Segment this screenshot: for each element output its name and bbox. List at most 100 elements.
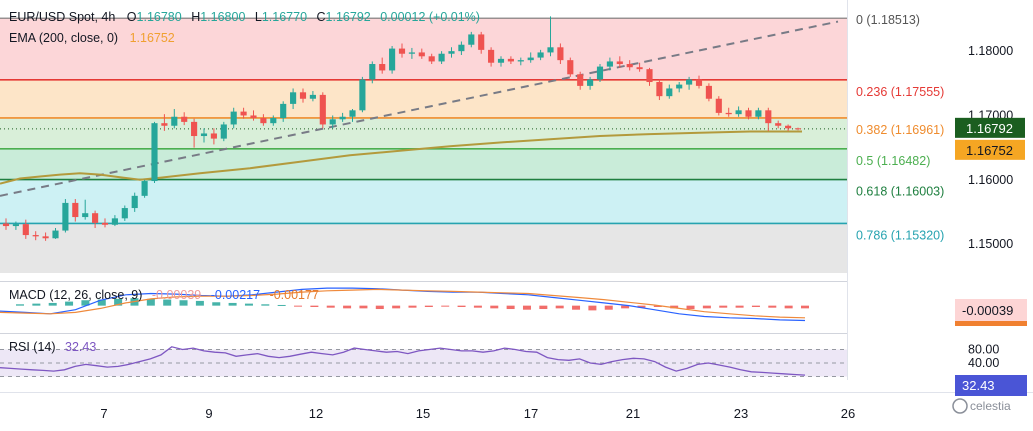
candle [339,112,346,122]
candle-body [676,84,683,89]
macd-badge-bar [955,321,1027,326]
macd-badge-bg [955,299,1027,321]
trendline[interactable] [0,20,839,197]
candle [220,121,227,142]
macd-histogram-bar [572,305,581,310]
candle [765,107,772,131]
candle [517,57,524,66]
candle [349,109,356,122]
candle [527,52,534,63]
candle [587,76,594,90]
candle-body [309,94,316,99]
time-tick-label: 7 [100,406,107,421]
candle [329,115,336,129]
rsi-badge: 32.43 [955,375,1027,396]
candle [101,218,109,228]
macd-histogram-bar [326,305,335,308]
candle-body [557,47,564,61]
header-legend: EUR/USD Spot, 4h O1.16780 H1.16800 L1.16… [9,10,480,24]
ema-badge: 1.16752 [955,139,1025,160]
fib-label-0: 0 (1.18513) [856,13,920,27]
macd-histogram-bar [457,305,466,307]
candle-body [567,60,574,75]
macd-signal-value: -0.00177 [270,288,319,302]
candle [547,16,554,57]
candle-body [161,123,168,126]
candle [379,57,386,74]
candle [715,96,722,116]
macd-histogram-bar [343,305,352,309]
candle-body [92,213,99,223]
candle-body [131,195,138,209]
macd-histogram-bar [310,305,319,307]
macd-histogram-bar [408,305,417,308]
macd-histogram-bar [670,305,679,309]
candle-body [389,48,396,71]
candle-body [418,52,425,57]
candle-body [695,79,703,86]
candle [82,199,89,220]
candle [92,210,99,228]
macd-histogram-bar [375,305,384,310]
watermark-text: celestia [970,399,1011,413]
candle-body [32,235,39,237]
candle [181,112,188,126]
fibonacci-labels: 0 (1.18513) 0.236 (1.17555) 0.382 (1.16961… [856,13,944,242]
macd-histogram-bar [32,303,41,306]
time-axis[interactable]: 7 9 12 15 17 21 23 26 [100,406,855,421]
candle-body [686,79,693,85]
candle [616,56,623,68]
macd-histogram-bar [212,302,221,306]
macd-histogram-bar [277,304,286,306]
candle [141,179,148,198]
watermark-icon [952,398,968,414]
candle-body [191,121,198,137]
candle [497,56,505,67]
ema-badge-text: 1.16752 [966,143,1013,158]
price-badges: 1.16792 1.16752 -0.00039 32.43 [955,117,1027,396]
candle-body [250,115,257,119]
fib-label-0.382: 0.382 (1.16961) [856,123,944,137]
rsi-badge-text: 32.43 [962,378,995,393]
candle [676,82,683,93]
time-tick-label: 12 [309,406,323,421]
candle-body [270,118,277,124]
candle-body [42,236,49,239]
candle [755,107,762,120]
candle-body [290,92,297,104]
candle [22,219,29,239]
candle [309,91,316,102]
candle [794,127,802,131]
candle [577,71,584,90]
candle-body [121,208,128,219]
rsi-legend-label: RSI (14) [9,340,56,354]
macd-histogram-bar [244,303,253,306]
candle-body [72,202,79,218]
candle [725,107,732,117]
rsi-pane [0,346,847,377]
candle [2,218,10,230]
candle-body [537,52,544,58]
candle-body [775,123,782,126]
candle [299,88,307,103]
candle-body [369,64,376,80]
candle [171,109,178,129]
candle-body [646,69,653,83]
ema-legend: EMA (200, close, 0) 1.16752 [9,31,175,45]
macd-histogram-bar [653,305,662,307]
price-tick-label: 1.16000 [968,173,1013,187]
candle [151,121,158,183]
macd-histogram-bar [261,304,270,306]
candle [161,114,168,131]
macd-histogram-bar [473,305,482,308]
macd-histogram-bar [522,305,531,310]
candle-body [349,110,356,117]
candle [121,205,128,221]
macd-badge: -0.00039 [955,299,1027,326]
candle [468,31,475,48]
candle [448,47,455,58]
candle-body [230,111,237,125]
candle [131,192,138,212]
